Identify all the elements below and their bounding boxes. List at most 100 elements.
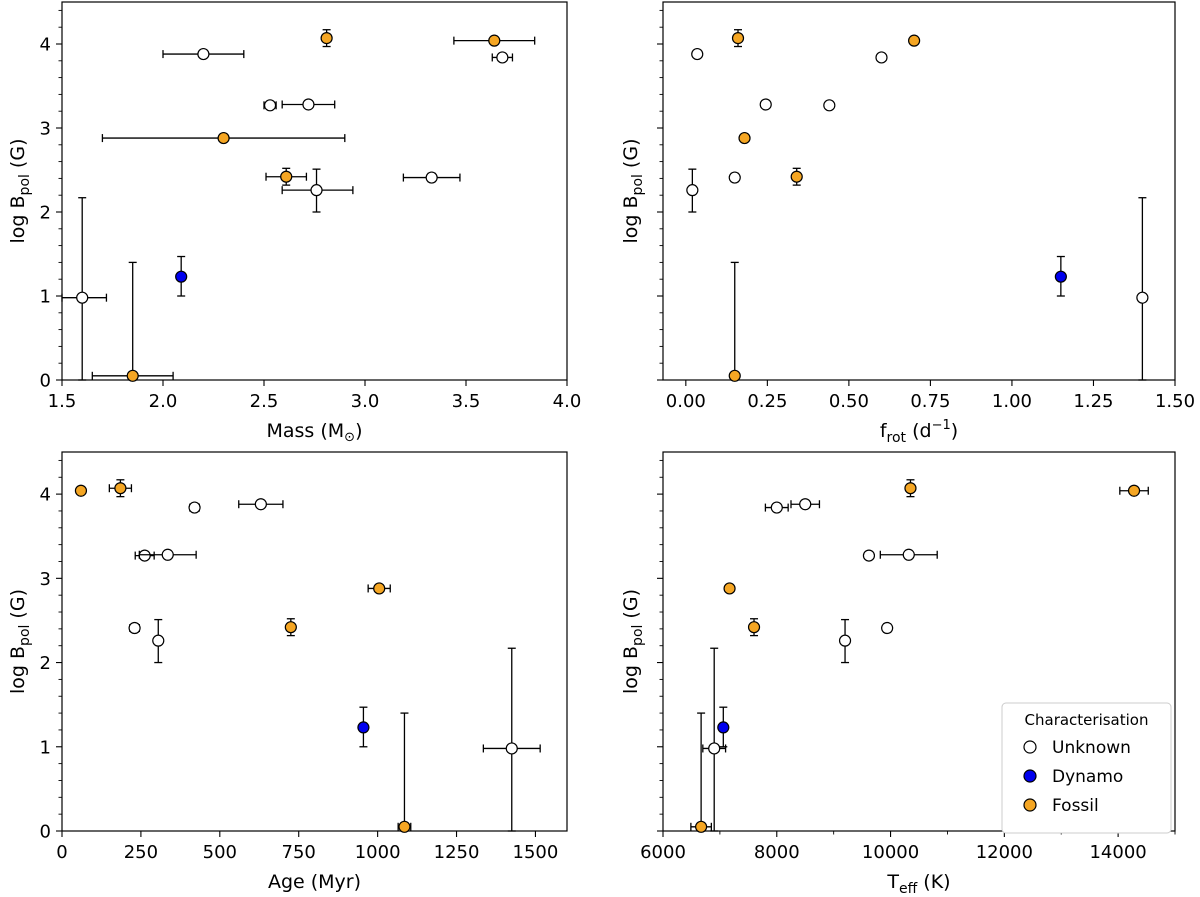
panel-age: 0 250 500 750 1000 1250 1500 0 1 2 3 4 Age (Myr) log … (7, 451, 568, 893)
y-tick-label: 1 (40, 737, 51, 758)
marker-unknown (728, 171, 741, 184)
marker-unknown (188, 501, 201, 514)
plot-frame (61, 1, 568, 381)
x-tick-label: 750 (282, 842, 316, 863)
marker-unknown (902, 548, 915, 561)
marker-unknown (254, 498, 267, 511)
data-point-fossil (74, 484, 88, 497)
marker-fossil (731, 32, 745, 45)
x-tick-label: 10000 (862, 842, 919, 863)
legend-frame (1001, 702, 1172, 834)
marker-unknown (161, 548, 174, 561)
marker-fossil (695, 820, 708, 833)
legend-entry-dynamo: Dynamo (1023, 767, 1123, 787)
marker-fossil (1127, 484, 1141, 497)
x-tick-label: 1.50 (1155, 391, 1195, 412)
data-point-fossil (91, 261, 174, 382)
data-point-unknown (138, 548, 197, 561)
y-axis-label: log Bpol (G) (620, 589, 646, 694)
x-tick-label: 1250 (434, 842, 480, 863)
data-point-dynamo (357, 706, 370, 748)
data-point-unknown (702, 647, 727, 832)
data-point-unknown (134, 549, 155, 562)
y-tick-label: 4 (40, 485, 51, 506)
marker-unknown (425, 171, 438, 184)
panel-mass: 1.5 2.0 2.5 3.0 3.5 4.0 0 1 2 3 4 Mass (M⊙) log Bpol… (7, 1, 581, 445)
marker-unknown (302, 98, 315, 111)
marker-unknown (1136, 291, 1149, 304)
x-tick-label: 1000 (355, 842, 401, 863)
plot-frame (61, 451, 568, 832)
marker-fossil (114, 482, 127, 495)
x-tick-label: 0.25 (747, 391, 787, 412)
marker-unknown (505, 742, 518, 755)
data-point-unknown (764, 501, 789, 514)
x-tick-label: 0.50 (829, 391, 869, 412)
y-tick-label: 2 (40, 203, 51, 224)
data-point-unknown (238, 498, 284, 511)
data-point-unknown (790, 498, 821, 511)
x-tick-label: 3.5 (452, 391, 481, 412)
marker-fossil (373, 582, 386, 595)
y-axis-label: log Bpol (G) (7, 589, 33, 694)
x-tick-label: 500 (203, 842, 237, 863)
x-tick-label: 1.5 (48, 391, 77, 412)
marker-fossil (904, 482, 917, 495)
x-tick-label: 8000 (754, 842, 800, 863)
data-point-unknown (128, 621, 141, 635)
x-tick-label: 0 (56, 842, 67, 863)
x-tick-label: 0.00 (666, 391, 706, 412)
x-axis-label: Teff (K) (886, 871, 950, 897)
legend-marker-unknown (1023, 740, 1037, 754)
marker-unknown (691, 47, 704, 61)
marker-dynamo (1054, 270, 1067, 283)
legend-entry-unknown: Unknown (1023, 738, 1131, 758)
marker-unknown (838, 634, 852, 647)
marker-unknown (128, 621, 141, 635)
data-point-unknown (862, 549, 876, 562)
x-tick-label: 0.75 (910, 391, 950, 412)
data-point-fossil (731, 29, 745, 48)
x-tick-label: 1500 (513, 842, 559, 863)
plot-frame (662, 1, 1176, 381)
y-tick-label: 2 (40, 653, 51, 674)
data-point-fossil (728, 261, 741, 382)
x-axis-label: frot (d−1) (880, 418, 958, 446)
y-tick-label: 0 (40, 822, 51, 843)
marker-dynamo (717, 721, 730, 734)
marker-unknown (759, 98, 772, 111)
marker-dynamo (357, 721, 370, 734)
data-point-unknown (281, 98, 336, 111)
marker-fossil (723, 582, 736, 595)
y-tick-label: 3 (40, 119, 51, 140)
data-point-fossil (723, 582, 736, 595)
x-tick-label: 2.5 (250, 391, 279, 412)
legend-marker-dynamo (1023, 769, 1037, 783)
data-point-unknown (491, 51, 514, 64)
marker-unknown (197, 47, 210, 61)
marker-unknown (862, 549, 876, 562)
marker-fossil (217, 131, 230, 145)
marker-fossil (74, 484, 88, 497)
x-tick-label: 1.00 (992, 391, 1032, 412)
data-point-fossil (904, 479, 917, 498)
data-point-dynamo (717, 706, 730, 748)
data-point-fossil (790, 167, 803, 186)
legend-label-unknown: Unknown (1052, 738, 1131, 758)
data-point-unknown (728, 171, 741, 184)
data-point-fossil (1119, 484, 1149, 497)
data-point-unknown (686, 168, 699, 213)
data-point-fossil (690, 712, 713, 833)
y-tick-label: 4 (40, 35, 51, 56)
legend-label-dynamo: Dynamo (1052, 767, 1123, 787)
x-axis-label: Mass (M⊙) (266, 420, 362, 445)
marker-unknown (881, 621, 894, 635)
marker-unknown (76, 291, 89, 304)
marker-unknown (770, 501, 783, 514)
data-point-unknown (881, 621, 894, 635)
legend: Characterisation Unknown Dynamo Fossil (1001, 702, 1172, 834)
marker-unknown (138, 549, 151, 562)
y-axis-label: log Bpol (G) (620, 139, 646, 244)
x-tick-label: 14000 (1089, 842, 1146, 863)
